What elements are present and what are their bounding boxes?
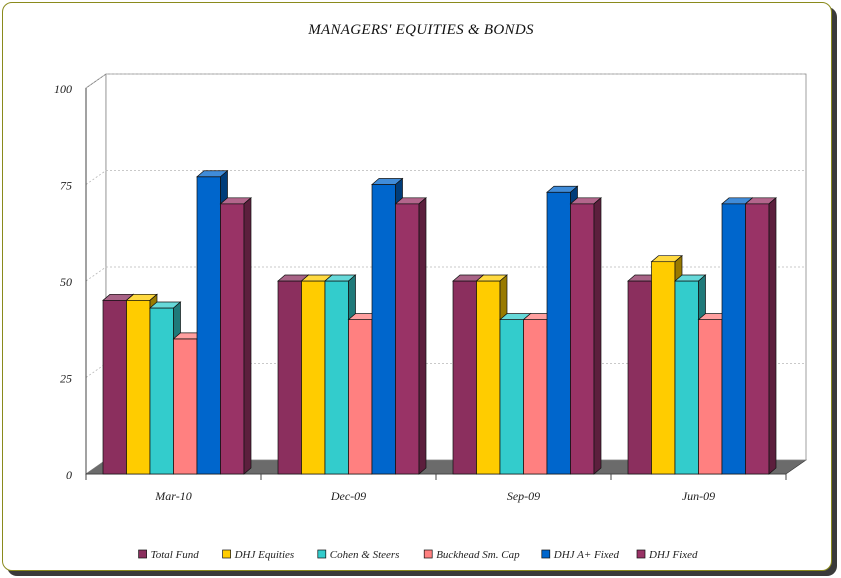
bar-side	[593, 197, 602, 475]
legend-label: Cohen & Steers	[330, 549, 400, 561]
bar-front	[196, 176, 221, 475]
plot-area: 0 25 50 75 100 Mar-10 Dec-09 Sep-09 Jun-09	[54, 73, 807, 503]
bar-front	[348, 319, 373, 475]
bar-front	[301, 280, 326, 475]
x-tick-label: Dec-09	[330, 489, 366, 503]
gridline-side	[85, 73, 107, 89]
bar	[744, 197, 777, 475]
legend-swatch	[423, 549, 433, 559]
legend-item: Total Fund	[138, 549, 200, 561]
bar-front	[220, 203, 245, 475]
legend-swatch	[541, 549, 551, 559]
bar-front	[698, 319, 723, 475]
legend-item: Cohen & Steers	[317, 549, 400, 561]
legend-swatch	[317, 549, 327, 559]
legend-label: DHJ Fixed	[648, 549, 698, 561]
bar-front	[499, 319, 524, 475]
legend-swatch	[636, 549, 646, 559]
legend-item: DHJ Equities	[222, 549, 295, 561]
legend-item: DHJ A+ Fixed	[541, 549, 620, 561]
bar-front	[371, 184, 396, 475]
bar-front	[452, 280, 477, 475]
chart-title: MANAGERS' EQUITIES & BONDS	[307, 22, 534, 38]
bar-front	[102, 299, 127, 475]
legend-swatch	[138, 549, 147, 559]
bar-front	[149, 307, 174, 475]
bar-front	[745, 203, 770, 475]
y-tick-label: 25	[60, 372, 72, 386]
bar-front	[651, 261, 676, 475]
bar-front	[721, 203, 746, 475]
gridline-side	[85, 266, 107, 282]
x-tick-label: Mar-10	[154, 489, 191, 503]
y-tick-label: 100	[54, 82, 72, 96]
bar	[219, 197, 252, 475]
x-tick-label: Jun-09	[682, 489, 715, 503]
gridline-side	[85, 170, 107, 185]
bar-front	[546, 191, 571, 475]
bar-front	[126, 299, 151, 475]
y-tick-label: 0	[66, 468, 72, 482]
bar-front	[395, 203, 420, 475]
bar-side	[418, 197, 427, 475]
legend-item: DHJ Fixed	[636, 549, 698, 561]
legend-swatch	[222, 549, 231, 559]
bar-front	[627, 280, 652, 475]
y-tick-label: 75	[60, 179, 72, 193]
bar-front	[523, 319, 548, 475]
bar-side	[243, 197, 252, 475]
legend: Total Fund DHJ Equities Cohen & Steers Buck…	[138, 549, 698, 561]
bar-front	[476, 280, 501, 475]
bar	[569, 197, 602, 475]
legend-label: Buckhead Sm. Cap	[436, 549, 520, 561]
bar-side	[768, 197, 777, 475]
legend-label: Total Fund	[151, 549, 200, 561]
bar	[394, 197, 427, 475]
legend-label: DHJ Equities	[234, 549, 295, 561]
y-tick-label: 50	[60, 275, 72, 289]
legend-item: Buckhead Sm. Cap	[423, 549, 520, 561]
bar-front	[173, 338, 198, 475]
bar-front	[277, 280, 302, 475]
legend-label: DHJ A+ Fixed	[553, 549, 620, 561]
bar-front	[674, 280, 699, 475]
bar-front	[570, 203, 595, 475]
bar-front	[324, 280, 349, 475]
x-tick-label: Sep-09	[507, 489, 540, 503]
